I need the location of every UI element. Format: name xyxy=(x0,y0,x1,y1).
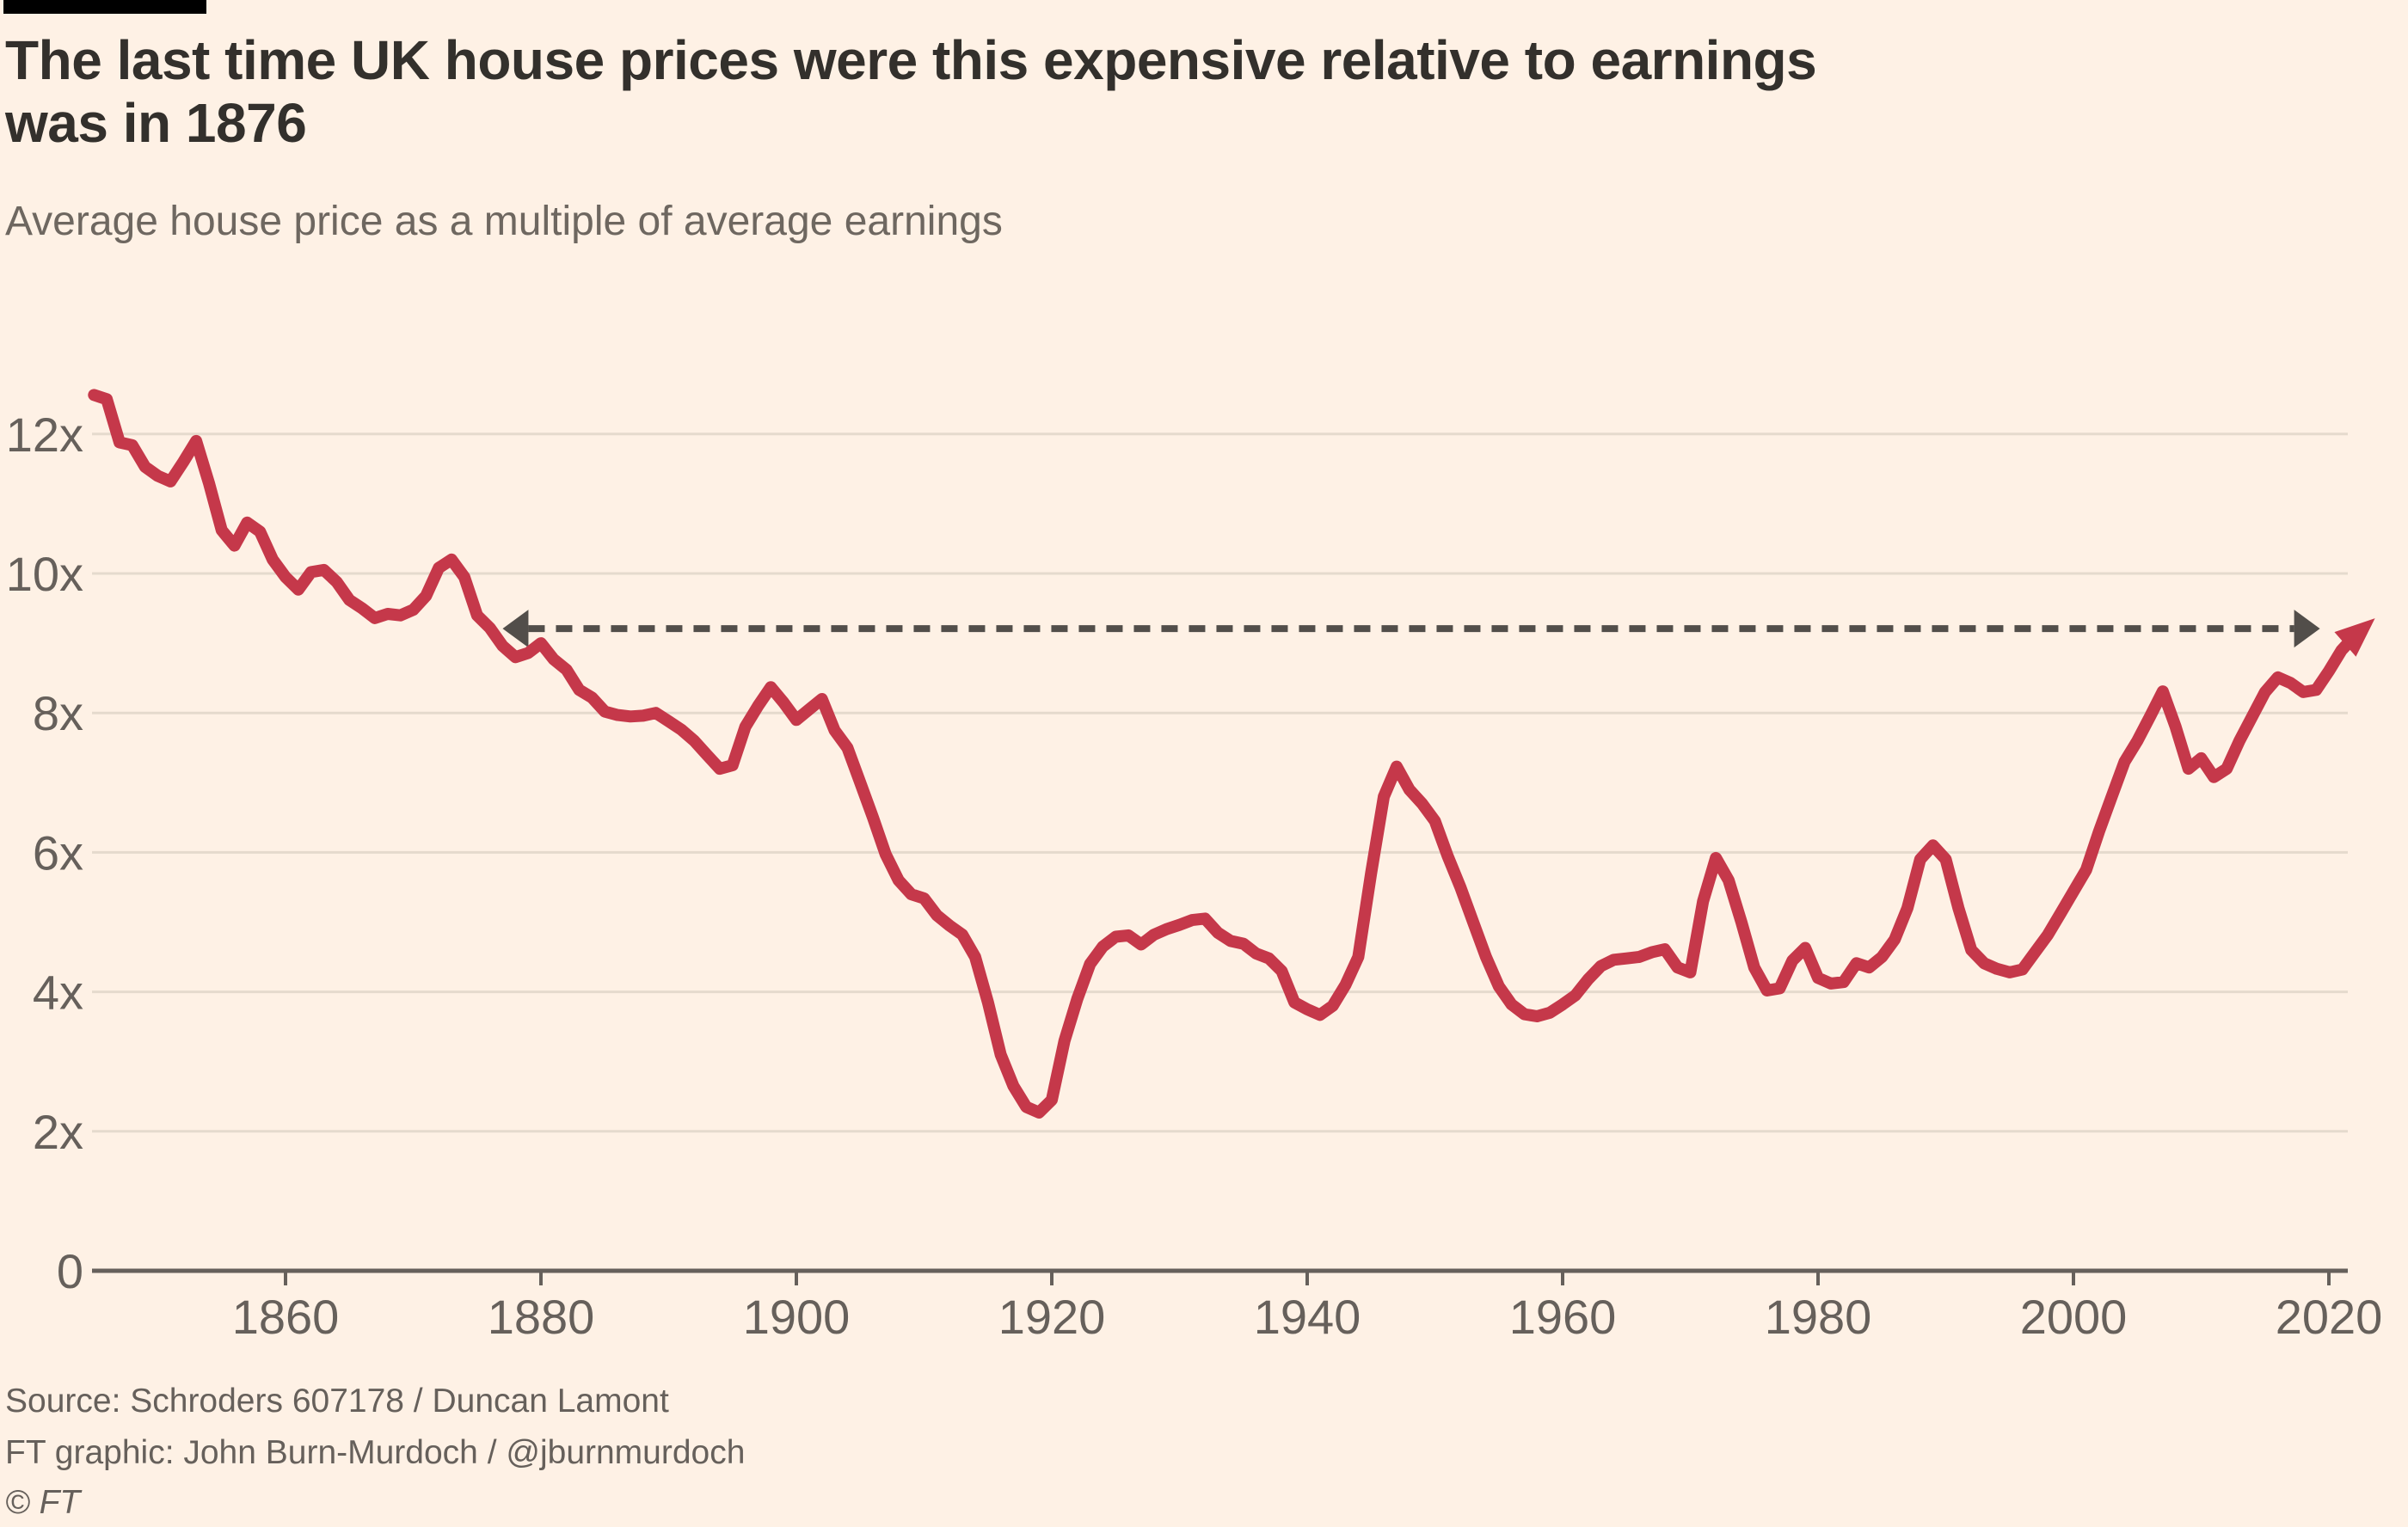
y-axis-label: 2x xyxy=(33,1105,83,1159)
x-axis-label: 1880 xyxy=(488,1290,595,1344)
x-axis-label: 1860 xyxy=(232,1290,340,1344)
y-axis-label: 12x xyxy=(6,408,83,462)
y-axis-label: 4x xyxy=(33,966,83,1020)
reference-arrowhead-left xyxy=(502,610,529,648)
ft-brand-bar xyxy=(3,0,206,14)
y-axis-label: 8x xyxy=(33,686,83,740)
y-axis-label: 10x xyxy=(6,547,83,601)
x-axis-label: 1900 xyxy=(743,1290,851,1344)
x-axis-label: 1920 xyxy=(998,1290,1106,1344)
chart-title: The last time UK house prices were this … xyxy=(5,29,2362,155)
x-axis-label: 2000 xyxy=(2020,1290,2128,1344)
x-axis-label: 2020 xyxy=(2276,1290,2383,1344)
series-end-arrowhead xyxy=(2334,618,2375,657)
graphic-credit: FT graphic: John Burn-Murdoch / @jburnmu… xyxy=(5,1434,746,1471)
x-axis-label: 1980 xyxy=(1765,1290,1872,1344)
y-axis-label: 6x xyxy=(33,825,83,880)
chart-subtitle: Average house price as a multiple of ave… xyxy=(5,199,1003,244)
house-price-series-line xyxy=(88,389,2361,1119)
copyright-note: © FT xyxy=(5,1484,81,1521)
y-axis-label: 0 xyxy=(57,1244,83,1298)
x-axis-label: 1940 xyxy=(1254,1290,1361,1344)
chart-title-line1: The last time UK house prices were this … xyxy=(5,29,1817,91)
chart-title-line2: was in 1876 xyxy=(5,92,307,154)
x-axis-label: 1960 xyxy=(1509,1290,1617,1344)
reference-arrowhead-right xyxy=(2294,610,2320,648)
source-note: Source: Schroders 607178 / Duncan Lamont xyxy=(5,1383,669,1420)
